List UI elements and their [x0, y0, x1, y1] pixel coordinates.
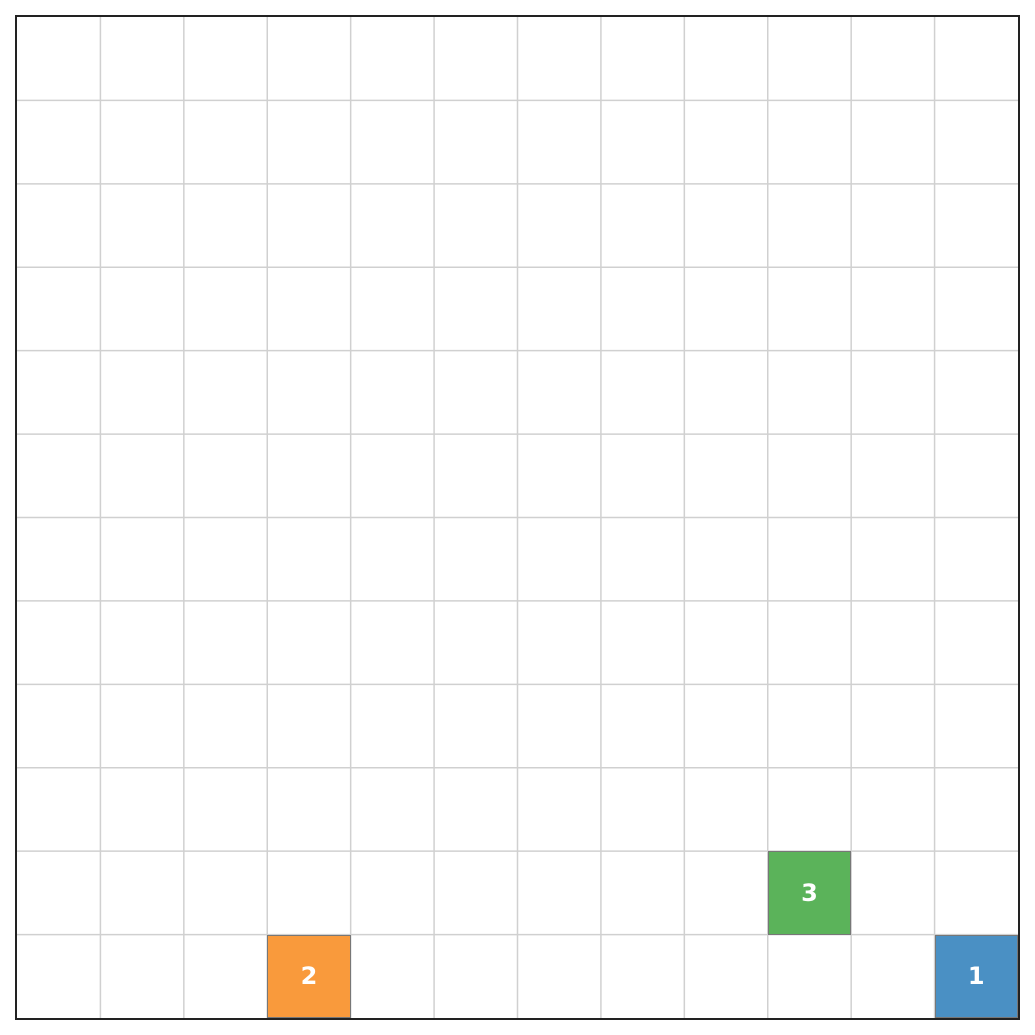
tile-3[interactable]: 3	[767, 851, 852, 935]
tile-1[interactable]: 1	[934, 934, 1018, 1018]
game-board: 1 2 3	[15, 15, 1020, 1020]
tile-2[interactable]: 2	[267, 934, 351, 1018]
grid-lines	[17, 17, 1018, 1018]
